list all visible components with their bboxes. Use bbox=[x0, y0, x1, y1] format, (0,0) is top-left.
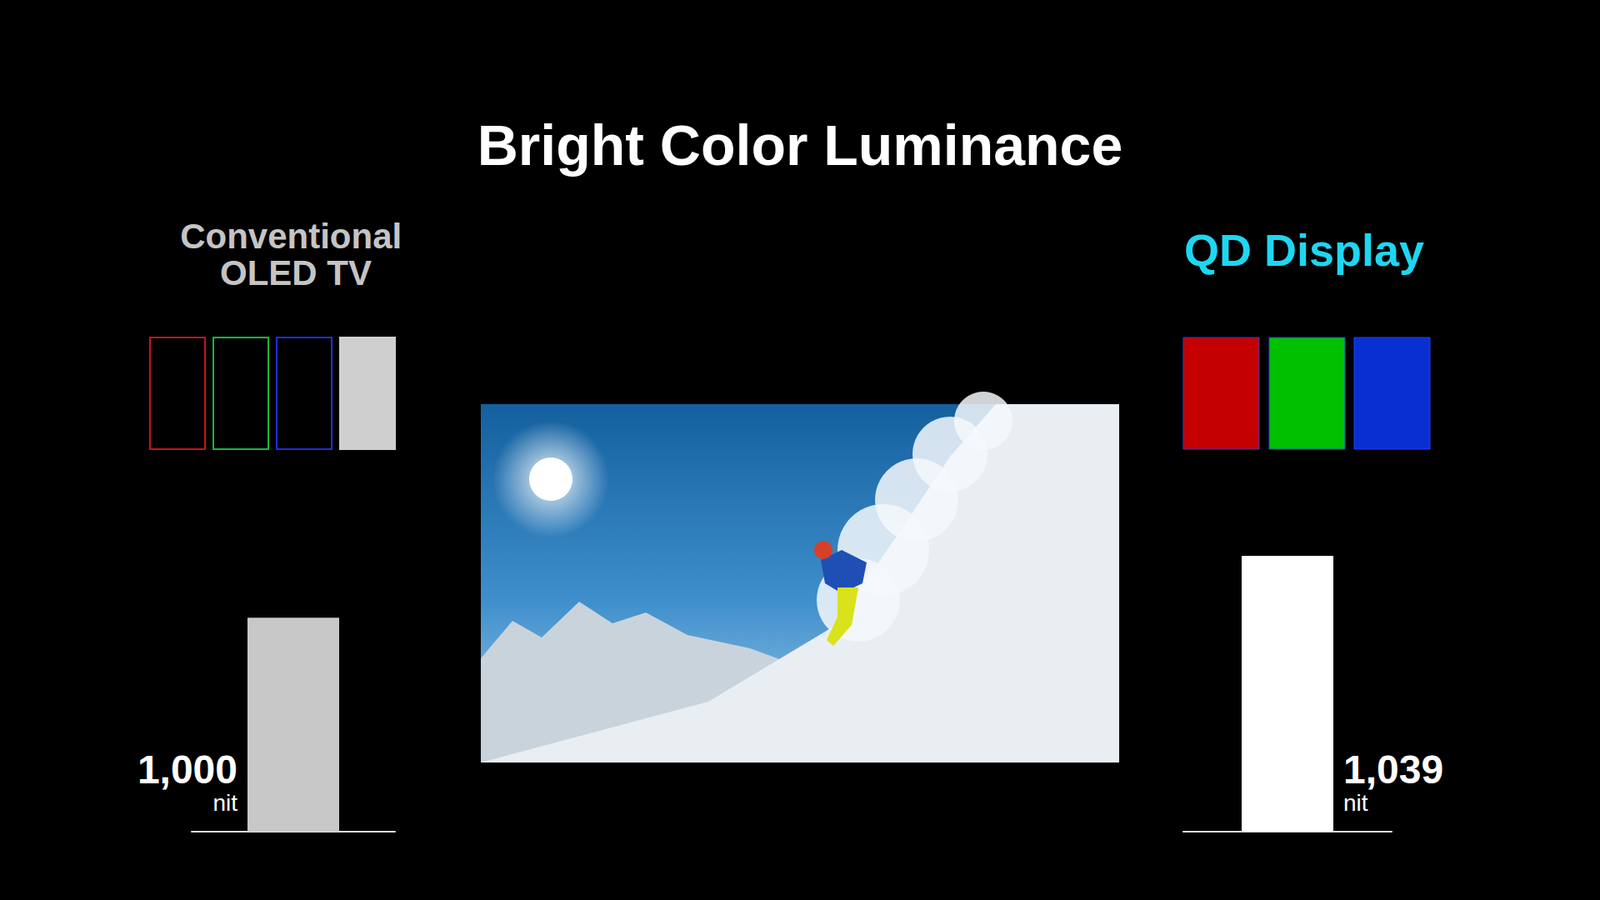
svg-text:nit: nit bbox=[1343, 790, 1369, 816]
svg-text:OLED TV: OLED TV bbox=[220, 253, 372, 293]
svg-text:QD Display: QD Display bbox=[1184, 225, 1425, 275]
svg-text:nit: nit bbox=[212, 790, 238, 816]
svg-text:Conventional: Conventional bbox=[180, 216, 412, 256]
svg-text:Bright Color Luminance: Bright Color Luminance bbox=[477, 113, 1123, 177]
svg-text:1,039: 1,039 bbox=[1343, 747, 1444, 792]
svg-text:1,000: 1,000 bbox=[137, 747, 238, 792]
